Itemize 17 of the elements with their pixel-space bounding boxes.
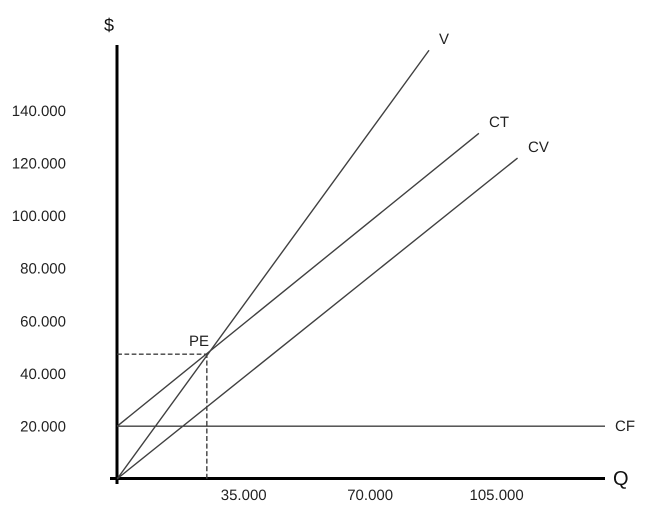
- series-label: V: [439, 31, 450, 48]
- y-tick-label: 20.000: [20, 418, 66, 436]
- annotation: PE: [189, 333, 210, 350]
- y-tick-label: 80.000: [20, 260, 66, 278]
- y-tick-label: 140.000: [12, 102, 66, 120]
- y-tick-label: 60.000: [20, 313, 66, 330]
- x-tick-label: 70.000: [347, 487, 394, 504]
- y-tick-label: 40.000: [20, 366, 66, 383]
- y-axis-title: $: [104, 15, 114, 35]
- series-label: CF: [615, 418, 635, 435]
- x-axis-title: Q: [613, 468, 629, 490]
- y-tick-label: 120.000: [12, 156, 66, 173]
- series-label: CT: [489, 114, 509, 131]
- series-label: CV: [528, 139, 549, 156]
- y-tick-label: 100.000: [12, 208, 66, 226]
- x-tick-label: 105.000: [469, 487, 524, 504]
- x-tick-label: 35.000: [220, 487, 267, 504]
